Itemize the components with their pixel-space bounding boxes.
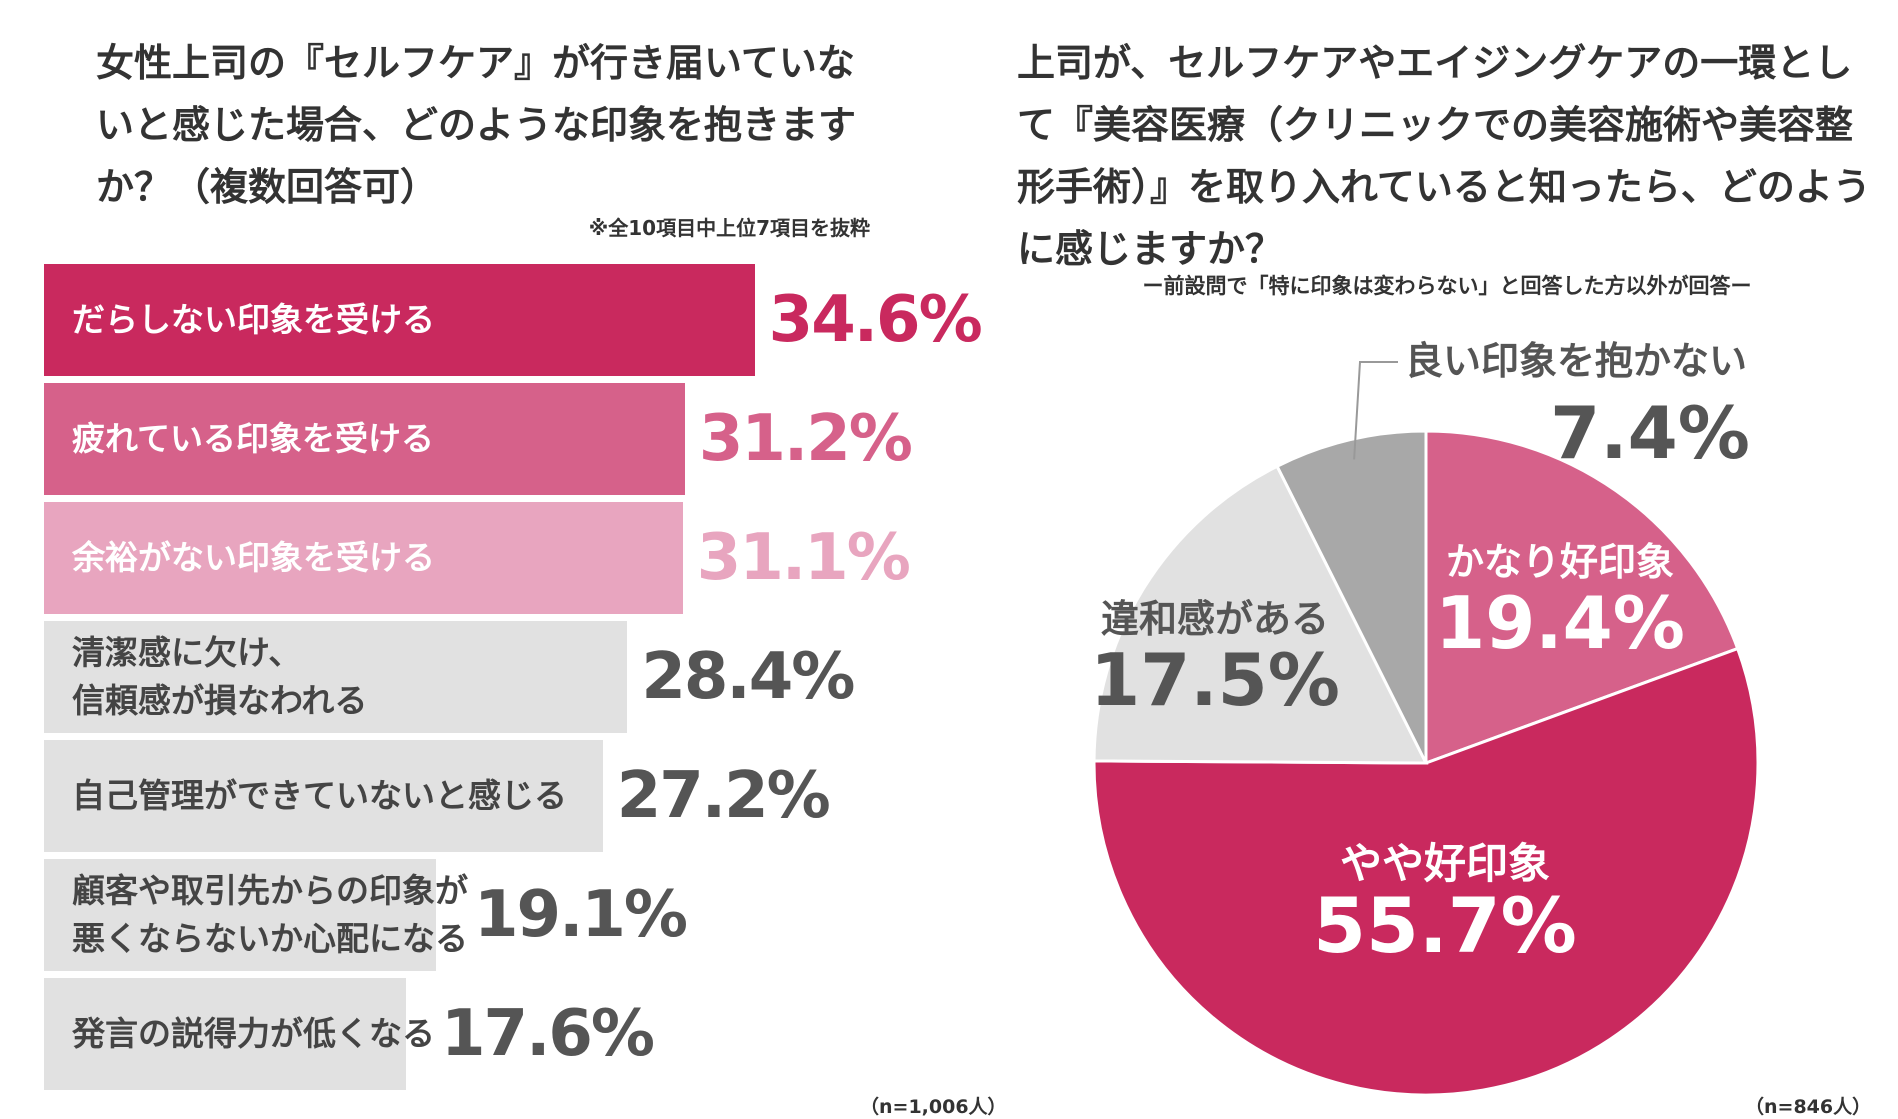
pie-slice-1 [1424, 429, 1740, 766]
bar-6 [44, 859, 437, 971]
bar-value-3: 31.1% [696, 521, 911, 595]
pie-slice-label-3: 違和感がある [1101, 597, 1329, 641]
bar-label-line: 疲れている印象を受ける [72, 419, 435, 458]
left-chart-note: ※全10項目中上位7項目を抜粋 [588, 216, 870, 240]
bar-label-line: 悪くならないか心配になる [72, 919, 468, 958]
bar-value-6: 19.1% [474, 878, 688, 952]
pie-slice-2 [1092, 646, 1760, 1097]
bar-value-2: 31.2% [698, 402, 913, 476]
bar-label-line: 発言の説得力が低くなる [72, 1014, 435, 1053]
pie-leader-line [1353, 361, 1398, 460]
bar-label-4: 清潔感に欠け、信頼感が損なわれる [72, 629, 367, 725]
bar-label-line: だらしない印象を受ける [72, 300, 435, 339]
pie-slice-label-1: かなり好印象 [1446, 540, 1674, 584]
bar-label-line: 余裕がない印象を受ける [72, 538, 435, 577]
bar-label-2: 疲れている印象を受ける [72, 415, 434, 463]
bar-value-5: 27.2% [616, 759, 831, 833]
left-chart-title: 女性上司の『セルフケア』が行き届いていないと感じた場合、どのような印象を抱きます… [96, 41, 857, 209]
bar-label-3: 余裕がない印象を受ける [72, 534, 435, 582]
bar-1 [44, 264, 755, 376]
bar-label-line: 信頼感が損なわれる [72, 681, 368, 720]
bar-7 [44, 978, 406, 1090]
right-sample-size: （n=846人） [1745, 1096, 1872, 1118]
right-chart-title: 上司が、セルフケアやエイジングケアの一環として『美容医療（クリニックでの美容施術… [1017, 41, 1871, 271]
pie-slice-label-2: やや好印象 [1340, 839, 1550, 888]
bar-4 [44, 621, 628, 733]
pie-slice-value-1: 19.4% [1435, 581, 1685, 665]
right-chart-note: ー前設問で「特に印象は変わらない」と回答した方以外が回答ー [1142, 274, 1752, 298]
bar-label-7: 発言の説得力が低くなる [72, 1010, 435, 1058]
pie-slice-3 [1092, 464, 1429, 765]
bar-value-4: 28.4% [641, 640, 855, 714]
pie-slice-value-3: 17.5% [1090, 638, 1340, 722]
left-sample-size: （n=1,006人） [860, 1096, 1007, 1118]
pie-slice-4 [1275, 429, 1428, 764]
pie-slice-value-2: 55.7% [1313, 881, 1577, 970]
pie-slice-label-4: 良い印象を抱かない [1405, 339, 1747, 383]
bar-label-line: 清潔感に欠け、 [72, 633, 302, 672]
bar-label-line: 顧客や取引先からの印象が [72, 871, 468, 910]
bar-label-line: 自己管理ができていないと感じる [72, 776, 567, 815]
pie-slice-value-4: 7.4% [1550, 391, 1750, 475]
bar-value-1: 34.6% [768, 283, 983, 357]
bar-5 [44, 740, 603, 852]
bar-label-1: だらしない印象を受ける [72, 296, 435, 344]
bar-3 [44, 502, 683, 614]
bar-label-5: 自己管理ができていないと感じる [72, 772, 567, 820]
bar-value-7: 17.6% [441, 997, 655, 1071]
bar-2 [44, 383, 685, 495]
bar-label-6: 顧客や取引先からの印象が 悪くならないか心配になる [72, 867, 468, 963]
